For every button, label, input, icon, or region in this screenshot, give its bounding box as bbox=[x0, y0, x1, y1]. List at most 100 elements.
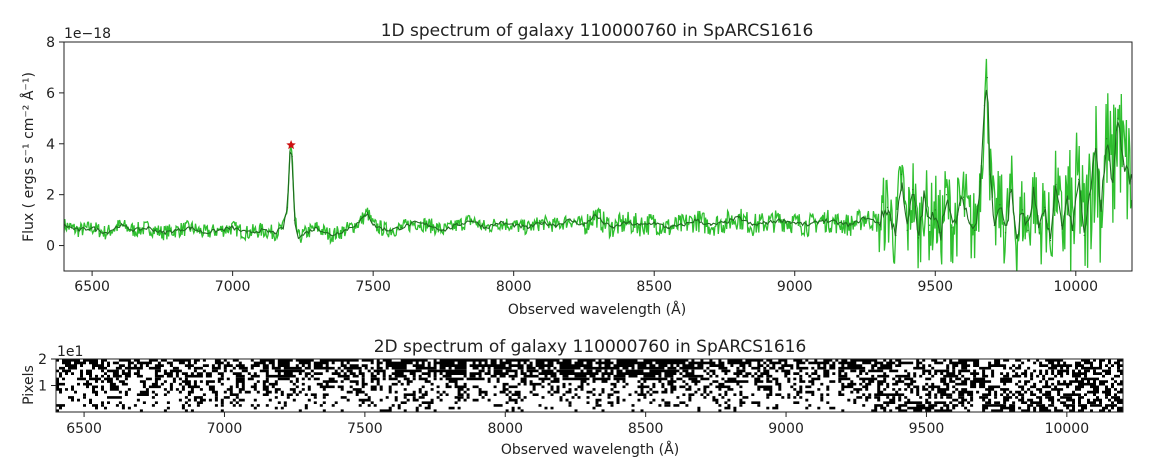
spectrum-point bbox=[1004, 232, 1007, 234]
peak-star-marker bbox=[286, 140, 296, 150]
spectrum-point bbox=[428, 224, 430, 226]
spectrum-point bbox=[993, 224, 995, 226]
spectrum-point bbox=[979, 181, 981, 183]
spectrum-point bbox=[119, 224, 121, 226]
spectrum-point bbox=[1117, 117, 1119, 119]
spectrum-point bbox=[298, 237, 300, 239]
spectrum-point bbox=[358, 222, 360, 224]
spectrum-point bbox=[1106, 138, 1108, 140]
smoothed-spectrum-line bbox=[64, 89, 1132, 241]
spectrum-point bbox=[681, 224, 683, 226]
spectrum-point bbox=[850, 224, 852, 226]
x-tick-label-2d: 9000 bbox=[768, 421, 804, 437]
spectrum-point bbox=[232, 227, 234, 229]
spectrum-point bbox=[878, 222, 880, 224]
spectrum-point bbox=[766, 222, 768, 224]
spectrum-point bbox=[513, 224, 515, 226]
x-tick-label-2d: 6500 bbox=[66, 421, 102, 437]
spectrum-point bbox=[555, 224, 557, 226]
x-tick-label-1d: 9000 bbox=[777, 279, 813, 295]
spectrum-point bbox=[929, 224, 931, 226]
spectrum-point bbox=[639, 224, 641, 226]
spectrum-point bbox=[1038, 232, 1040, 234]
x-tick-label-1d: 9500 bbox=[917, 279, 953, 295]
y-axis-label-1d-text: Flux ( ergs s⁻¹ cm⁻² Å⁻¹) bbox=[20, 72, 37, 242]
spectrum-point bbox=[962, 196, 965, 198]
spectrum-point bbox=[527, 227, 529, 229]
spectrum-point bbox=[316, 227, 318, 229]
x-tick-label-2d: 8500 bbox=[628, 421, 664, 437]
spectrum-1d-title: 1D spectrum of galaxy 110000760 in SpARC… bbox=[381, 21, 814, 41]
y-offset-label-2d: 1e1 bbox=[57, 344, 83, 360]
x-tick-label-2d: 10000 bbox=[1045, 421, 1090, 437]
spectrum-point bbox=[1016, 237, 1018, 239]
spectrum-point bbox=[133, 229, 135, 231]
spectrum-point bbox=[951, 227, 953, 229]
plot-area-2d: 6500 7000 7500 8000 8500 9000 9500 10000 1 2 bbox=[38, 352, 1124, 437]
spectrum-point bbox=[989, 173, 991, 175]
y-tick-label-2d: 2 bbox=[38, 352, 47, 368]
spectrum-point bbox=[934, 209, 936, 211]
y-tick-label-2d: 1 bbox=[38, 379, 47, 395]
spectrum-point bbox=[260, 229, 262, 231]
x-tick-label-1d: 10000 bbox=[1054, 279, 1099, 295]
spectrum-point bbox=[386, 229, 388, 231]
spectrum-point bbox=[305, 232, 307, 234]
plot-frame-1d bbox=[63, 41, 1133, 272]
spectrum-point bbox=[1055, 183, 1057, 186]
spectrum-point bbox=[611, 227, 613, 229]
spectrum-point bbox=[189, 227, 192, 229]
spectrum-point bbox=[218, 229, 220, 231]
spectrum-point bbox=[653, 222, 655, 224]
spectrum-point bbox=[864, 217, 866, 219]
x-tick-label-1d: 7500 bbox=[355, 279, 391, 295]
spectrum-point bbox=[470, 219, 473, 221]
spectrum-point bbox=[974, 229, 976, 231]
spectrum-point bbox=[1094, 148, 1097, 150]
spectrum-point bbox=[1078, 178, 1080, 180]
spectrum-point bbox=[822, 219, 824, 221]
y-axis-label-2d: Pixels bbox=[21, 365, 37, 405]
spectrum-point bbox=[400, 227, 402, 229]
spectrum-point bbox=[77, 229, 79, 231]
spectrum-point bbox=[1049, 239, 1052, 242]
spectrum-point bbox=[986, 77, 988, 79]
spectrum-point bbox=[1027, 229, 1029, 231]
y-tick-label-1d: 8 bbox=[46, 35, 55, 51]
x-tick-label-1d: 8000 bbox=[496, 279, 532, 295]
spectrum-2d-image bbox=[56, 359, 1123, 413]
spectrum-point bbox=[999, 204, 1001, 206]
spectrum-point bbox=[780, 219, 782, 221]
y-tick-label-1d: 2 bbox=[46, 188, 55, 204]
x-tick-label-1d: 7000 bbox=[215, 279, 251, 295]
spectrum-point bbox=[286, 206, 288, 208]
spectrum-point bbox=[1021, 209, 1024, 211]
x-tick-label-2d: 7000 bbox=[207, 421, 243, 437]
spectrum-point bbox=[274, 232, 276, 234]
spectrum-point bbox=[723, 222, 726, 224]
spectrum-point bbox=[1066, 199, 1068, 201]
spectrum-point bbox=[1044, 206, 1046, 208]
spectrum-2d-pixels bbox=[56, 359, 1123, 413]
spectrum-point bbox=[1083, 234, 1085, 236]
spectrum-point bbox=[246, 232, 248, 234]
spectrum-point bbox=[499, 222, 501, 224]
spectrum-point bbox=[1100, 206, 1102, 208]
spectrum-point bbox=[895, 234, 897, 236]
spectrum-point bbox=[569, 219, 571, 221]
spectrum-point bbox=[695, 219, 698, 221]
spectrum-point bbox=[147, 227, 149, 229]
x-tick-label-2d: 7500 bbox=[347, 421, 383, 437]
spectrum-point bbox=[291, 155, 293, 158]
spectrum-point bbox=[1111, 181, 1113, 183]
spectrum-point bbox=[836, 222, 838, 224]
y-tick-label-1d: 4 bbox=[46, 137, 55, 153]
spectrum-point bbox=[541, 222, 543, 224]
y-axis-label-1d: Flux ( ergs s⁻¹ cm⁻² Å⁻¹) bbox=[20, 72, 37, 242]
spectrum-point bbox=[161, 232, 163, 234]
spectrum-point bbox=[282, 227, 284, 229]
spectrum-point bbox=[667, 227, 669, 229]
spectrum-point bbox=[372, 224, 374, 226]
plot-area-1d: 6500 7000 7500 8000 8500 9000 9500 10000 0 2 4 6 8 bbox=[46, 35, 1133, 295]
